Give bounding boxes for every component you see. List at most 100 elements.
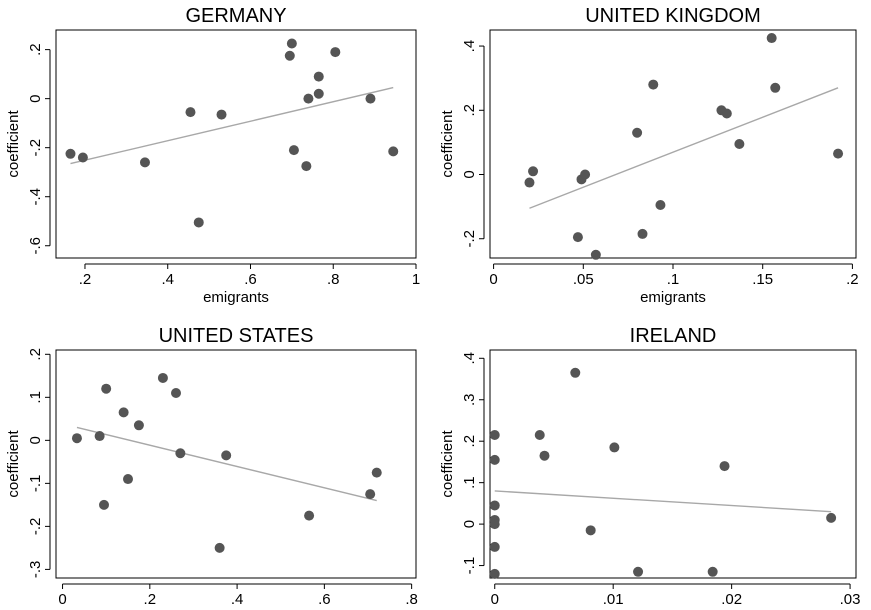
chart-title: IRELAND: [630, 325, 717, 347]
data-point: [539, 450, 550, 461]
data-point: [528, 166, 539, 177]
data-point: [388, 146, 399, 157]
data-point: [214, 542, 225, 553]
y-tick-label: 0: [461, 520, 478, 528]
data-point: [489, 519, 500, 530]
fit-line: [70, 86, 394, 165]
data-point: [632, 127, 643, 138]
x-tick-label: .03: [840, 591, 861, 608]
data-point: [118, 407, 129, 418]
y-tick-label: 0: [27, 94, 44, 102]
y-tick-label: .1: [27, 391, 44, 404]
data-point: [288, 145, 299, 156]
y-tick-label: .1: [461, 476, 478, 489]
x-tick-label: .4: [161, 271, 174, 288]
y-axis-label: coefficient: [439, 430, 456, 498]
y-tick-label: -.1: [461, 557, 478, 575]
panel-0: GERMANY .2 .4 .6 .8 1 -.6 -.4 -.2 0 .2 emigrants coe…: [5, 5, 420, 306]
data-point: [580, 169, 591, 180]
x-tick-label: .2: [846, 271, 859, 288]
y-tick-label: -.3: [27, 561, 44, 579]
data-point: [770, 82, 781, 93]
data-point: [175, 448, 186, 459]
y-tick-label: 0: [27, 436, 44, 444]
x-tick-label: 0: [489, 271, 497, 288]
data-point: [371, 467, 382, 478]
data-point: [133, 420, 144, 431]
data-point: [221, 450, 232, 461]
data-point: [313, 71, 324, 82]
data-point: [101, 383, 112, 394]
plot-frame: [489, 29, 857, 259]
y-tick-label: -.1: [27, 475, 44, 493]
x-tick-label: .02: [721, 591, 742, 608]
x-tick-label: .8: [327, 271, 340, 288]
panel-2: UNITED STATES0.2.4.6.8-.3-.2-.10.1.2emig…: [5, 325, 418, 610]
data-point: [139, 157, 150, 168]
x-tick-label: .6: [244, 271, 257, 288]
y-tick-label: -.2: [27, 139, 44, 157]
y-tick-label: .4: [461, 40, 478, 53]
y-axis-label: coefficient: [5, 430, 22, 498]
plot-frame: [55, 29, 417, 259]
y-tick-label: -.2: [27, 518, 44, 536]
data-point: [286, 38, 297, 49]
fit-line: [529, 87, 839, 209]
chart-title: UNITED STATES: [159, 325, 314, 347]
data-point: [534, 429, 545, 440]
data-point: [185, 107, 196, 118]
x-tick-label: .2: [144, 591, 157, 608]
data-point: [719, 461, 730, 472]
data-point: [826, 512, 837, 523]
chart-title: GERMANY: [185, 5, 286, 27]
data-point: [301, 161, 312, 172]
data-point: [637, 228, 648, 239]
data-point: [123, 474, 133, 485]
data-point: [171, 388, 181, 399]
x-tick-label: 0: [58, 591, 66, 608]
data-point: [330, 47, 341, 58]
x-tick-label: .8: [405, 591, 418, 608]
data-point: [216, 109, 227, 120]
data-point: [524, 177, 535, 188]
data-point: [572, 232, 583, 243]
data-point: [570, 367, 581, 378]
data-point: [648, 79, 659, 90]
panel-1: UNITED KINGDOM 0 .05 .1 .15 .2 -.2 0 .2 .4 emigran…: [439, 5, 859, 306]
data-point: [489, 500, 500, 511]
data-point: [193, 217, 204, 228]
data-point: [304, 510, 315, 521]
y-tick-label: 0: [461, 170, 478, 178]
x-tick-label: .05: [573, 271, 594, 288]
data-point: [766, 33, 777, 44]
y-axis-label: coefficient: [5, 110, 22, 178]
plot-frame: [489, 349, 857, 579]
y-axis-label: coefficient: [439, 110, 456, 178]
data-point: [489, 541, 500, 552]
y-tick-label: .2: [461, 104, 478, 117]
x-axis-label: emigrants: [203, 289, 269, 306]
data-point: [721, 108, 732, 119]
data-point: [633, 566, 644, 577]
data-point: [734, 139, 745, 149]
data-point: [833, 148, 844, 159]
chart-title: UNITED KINGDOM: [585, 5, 761, 27]
x-tick-label: 1: [412, 271, 420, 288]
x-tick-label: .2: [79, 271, 92, 288]
y-tick-label: .2: [27, 43, 44, 56]
data-point: [94, 431, 105, 442]
y-tick-label: .3: [461, 393, 478, 406]
data-point: [71, 433, 82, 444]
data-point: [313, 88, 324, 99]
x-tick-label: .1: [667, 271, 680, 288]
x-tick-label: .4: [231, 591, 244, 608]
data-point: [489, 429, 500, 440]
data-point: [585, 525, 596, 536]
data-point: [157, 372, 168, 383]
x-axis-label: emigrants: [640, 289, 706, 306]
data-point: [99, 499, 109, 510]
data-point: [65, 148, 76, 159]
data-point: [365, 489, 376, 500]
y-tick-label: .2: [461, 435, 478, 448]
